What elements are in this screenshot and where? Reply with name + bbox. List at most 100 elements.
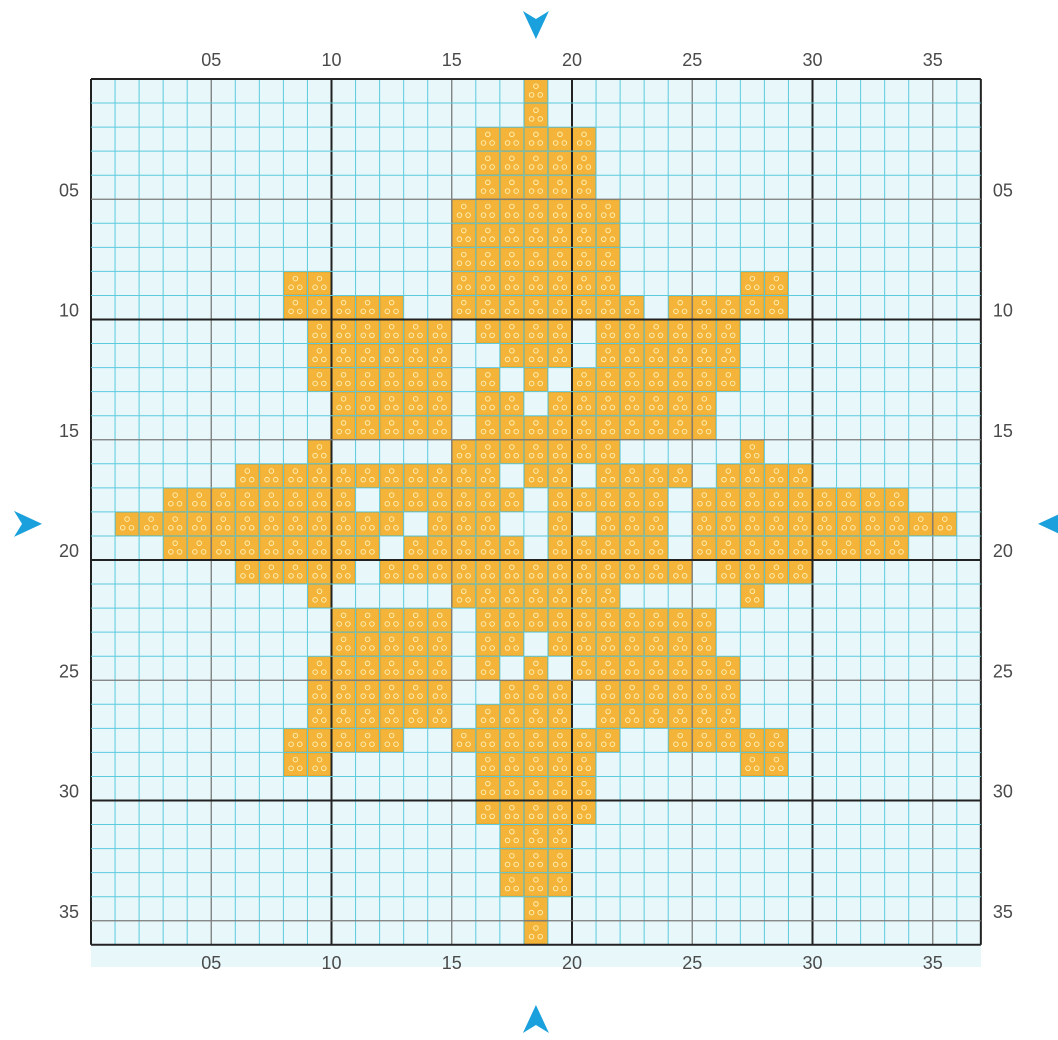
stitch-cell [788,487,813,512]
stitch-cell [596,439,620,464]
stitch-cell [692,295,717,320]
stitch-cell [572,776,596,801]
stitch-cell [524,319,548,344]
stitch-cell [716,680,741,705]
stitch-cell [596,271,620,296]
stitch-cell [596,415,620,440]
stitch-cell [596,560,620,584]
stitch-cell [499,704,524,729]
stitch-cell [403,656,428,681]
stitch-cell [524,824,548,849]
stitch-cell [475,223,500,248]
stitch-cell [475,319,500,344]
arrow-left-icon [14,510,42,537]
stitch-cell [499,487,524,512]
stitch-cell [331,512,356,536]
stitch-cell [692,343,717,368]
stitch-cell [548,391,572,416]
stitch-cell [860,487,885,512]
stitch-cell [403,704,428,729]
stitch-cell [451,512,476,536]
stitch-cell [716,512,741,536]
stitch-cell [524,463,548,488]
stitch-cell [307,560,332,584]
stitch-cell [716,367,741,392]
stitch-cell [427,632,452,657]
stitch-cell [644,608,669,633]
stitch-cell [403,415,428,440]
row-label-right: 15 [993,421,1013,441]
stitch-cell [187,512,212,536]
stitch-cell [499,127,524,152]
stitch-cell [836,487,861,512]
stitch-cell [860,536,885,560]
stitch-cell [740,463,765,488]
stitch-cell [668,391,693,416]
stitch-cell [475,439,500,464]
stitch-cell [475,728,500,753]
stitch-cell [379,728,404,753]
stitch-cell [524,367,548,392]
stitch-cell [644,560,669,584]
stitch-cell [716,728,741,753]
stitch-cell [644,632,669,657]
stitch-cell [596,223,620,248]
stitch-cell [475,656,500,681]
stitch-cell [451,728,476,753]
stitch-cell [572,391,596,416]
stitch-cell [524,896,548,921]
stitch-cell [668,343,693,368]
column-label-top: 20 [562,50,582,70]
stitch-cell [355,704,380,729]
stitch-cell [524,127,548,152]
stitch-cell [331,632,356,657]
row-label-left: 15 [59,421,79,441]
stitch-cell [548,848,572,873]
stitch-cell [644,536,669,560]
stitch-cell [307,704,332,729]
stitch-cell [427,680,452,705]
stitch-cell [644,656,669,681]
stitch-cell [668,319,693,344]
stitch-cell [451,439,476,464]
stitch-cell [355,728,380,753]
stitch-cell [836,512,861,536]
stitch-cell [379,295,404,320]
stitch-cell [163,487,188,512]
stitch-cell [548,439,572,464]
stitch-cell [548,824,572,849]
stitch-cell [499,271,524,296]
stitch-cell [307,319,332,344]
stitch-cell [548,704,572,729]
arrow-bottom-icon [522,1005,549,1033]
stitch-cell [596,487,620,512]
stitch-cell [331,415,356,440]
stitch-cell [283,536,308,560]
stitch-cell [668,295,693,320]
stitch-cell [451,295,476,320]
stitch-cell [596,584,620,608]
stitch-cell [235,512,260,536]
stitch-cell [548,247,572,272]
stitch-cell [620,367,645,392]
stitch-cell [163,536,188,560]
stitch-cell [355,656,380,681]
stitch-cell [812,487,837,512]
stitch-cell [403,560,428,584]
stitch-cell [836,536,861,560]
stitch-cell [524,872,548,897]
stitch-cell [668,704,693,729]
stitch-cell [139,512,164,536]
stitch-cell [499,247,524,272]
stitch-cell [884,512,909,536]
stitch-cell [548,632,572,657]
stitch-cell [668,728,693,753]
stitch-cell [596,343,620,368]
stitch-cell [211,512,236,536]
stitch-cell [692,536,717,560]
stitch-cell [451,487,476,512]
stitch-cell [692,656,717,681]
stitch-cell [307,656,332,681]
stitch-cell [548,199,572,224]
